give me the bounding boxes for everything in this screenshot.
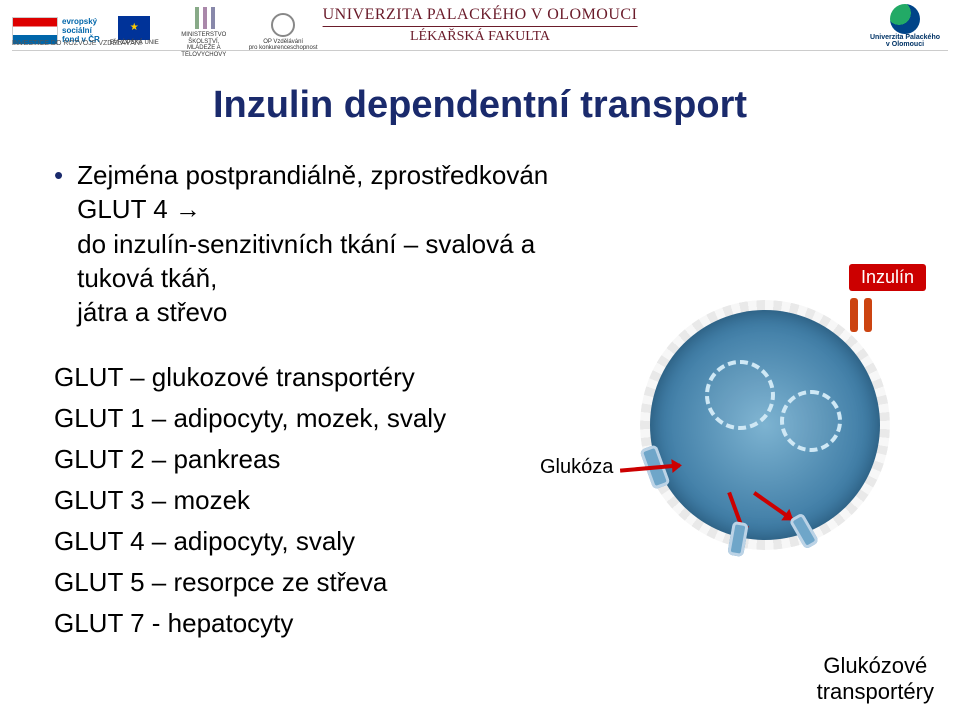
uni-line1: UNIVERZITA PALACKÉHO V OLOMOUCI: [323, 6, 638, 27]
up-crest-icon: [890, 4, 920, 34]
op-logo: OP Vzdělávání pro konkurenceschopnost: [249, 11, 318, 52]
bullet-icon: •: [54, 158, 63, 330]
sub-item: GLUT 2 – pankreas: [54, 440, 594, 479]
sub-heading: GLUT – glukozové transportéry: [54, 358, 594, 397]
ms-label: MLÁDEŽE A TĚLOVÝCHOVY: [169, 45, 239, 58]
bullet-line: Zejména postprandiálně, zprostředkován G…: [77, 160, 548, 224]
invest-tagline: INVESTICE DO ROZVOJE VZDĚLÁVÁNÍ: [12, 40, 142, 47]
main-bullet: • Zejména postprandiálně, zprostředkován…: [54, 158, 594, 330]
up-logo: Univerzita Palackého v Olomouci: [870, 4, 940, 48]
glucose-label: Glukóza: [540, 456, 613, 479]
ms-label: MINISTERSTVO ŠKOLSTVÍ,: [169, 32, 239, 45]
slide-title: Inzulin dependentní transport: [0, 84, 960, 127]
uni-line2: LÉKAŘSKÁ FAKULTA: [323, 27, 638, 45]
cell-diagram: Inzulín Glukóza: [610, 270, 920, 610]
caption-line: Glukózové: [823, 653, 927, 678]
vesicle-icon: [705, 360, 775, 430]
sub-list: GLUT – glukozové transportéry GLUT 1 – a…: [54, 358, 594, 643]
university-title: UNIVERZITA PALACKÉHO V OLOMOUCI LÉKAŘSKÁ…: [323, 6, 638, 45]
bullet-line: játra a střevo: [77, 297, 227, 327]
sub-item: GLUT 5 – resorpce ze střeva: [54, 563, 594, 602]
header: evropský sociální fond v ČR ★ EVROPSKÁ U…: [0, 0, 960, 52]
sub-item: GLUT 3 – mozek: [54, 481, 594, 520]
bullet-text: Zejména postprandiálně, zprostředkován G…: [77, 158, 594, 330]
op-icon: [267, 11, 299, 39]
sub-item: GLUT 1 – adipocyty, mozek, svaly: [54, 399, 594, 438]
slide: evropský sociální fond v ČR ★ EVROPSKÁ U…: [0, 0, 960, 720]
cell-icon: [650, 310, 880, 540]
bullet-line: do inzulín-senzitivních tkání – svalová …: [77, 229, 535, 293]
insulin-receptor-icon: [848, 294, 874, 334]
op-label: OP Vzdělávání: [263, 39, 303, 46]
header-divider: [12, 50, 948, 51]
vesicle-icon: [780, 390, 842, 452]
ministry-icon: [185, 4, 223, 32]
eu-flag-icon: ★: [118, 16, 150, 40]
sub-item: GLUT 7 - hepatocyty: [54, 604, 594, 643]
insulin-label: Inzulín: [849, 264, 926, 291]
body-text: • Zejména postprandiálně, zprostředkován…: [54, 158, 594, 645]
up-label: v Olomouci: [870, 41, 940, 48]
sub-item: GLUT 4 – adipocyty, svaly: [54, 522, 594, 561]
caption-line: transportéry: [817, 679, 934, 704]
diagram-caption: Glukózové transportéry: [817, 653, 934, 704]
up-label: Univerzita Palackého: [870, 34, 940, 41]
